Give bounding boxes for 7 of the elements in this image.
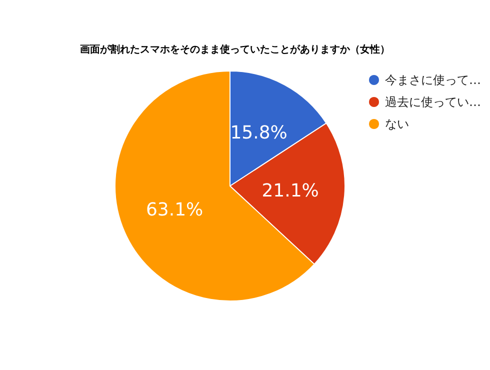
data-label: 63.1% xyxy=(146,200,204,221)
data-label: 15.8% xyxy=(230,122,288,144)
legend-label: 過去に使ってい… xyxy=(385,95,481,109)
legend-label: ない xyxy=(385,117,409,131)
legend-label: 今まさに使って… xyxy=(385,73,481,87)
chart-title: 画面が割れたスマホをそのまま使っていたことがありますか（女性） xyxy=(80,44,390,56)
data-label: 21.1% xyxy=(262,180,319,202)
